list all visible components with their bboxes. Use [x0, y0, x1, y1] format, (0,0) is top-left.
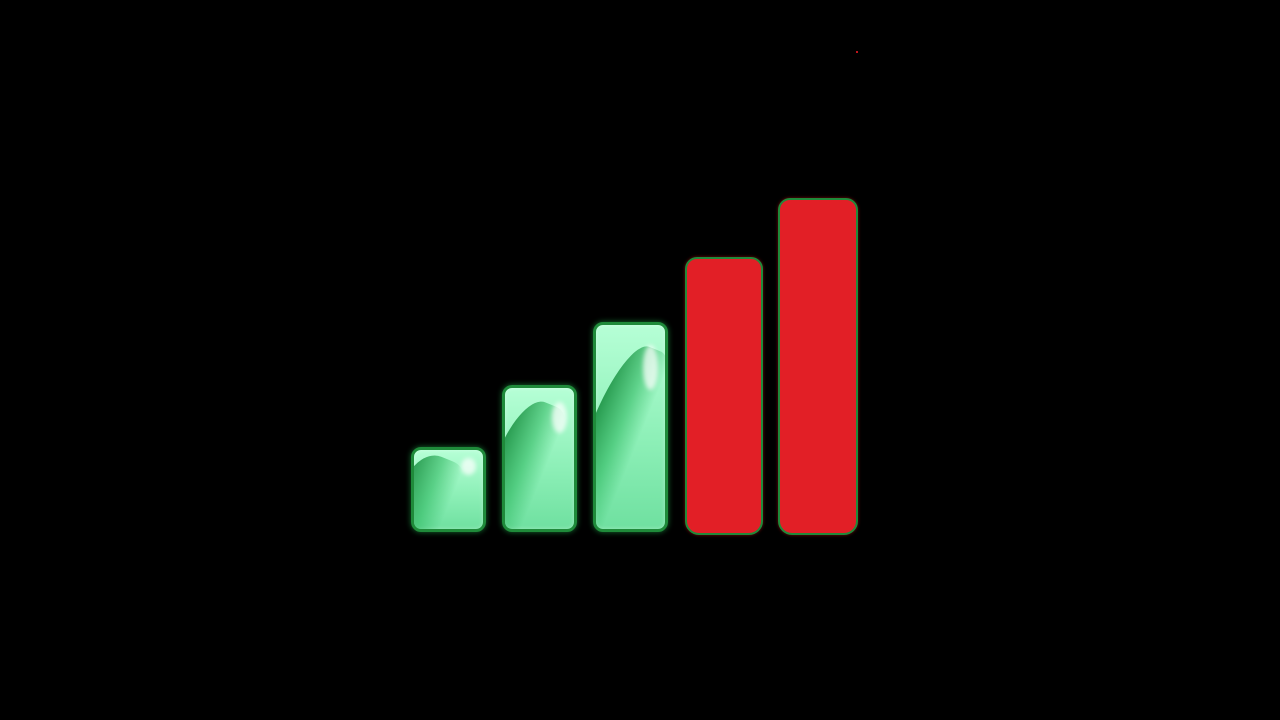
stray-red-dot [856, 51, 858, 53]
signal-bar-2 [502, 385, 577, 532]
signal-bar-3 [593, 322, 668, 532]
signal-bar-4 [685, 257, 763, 535]
signal-bar-5 [778, 198, 858, 535]
signal-bar-1 [411, 447, 486, 532]
